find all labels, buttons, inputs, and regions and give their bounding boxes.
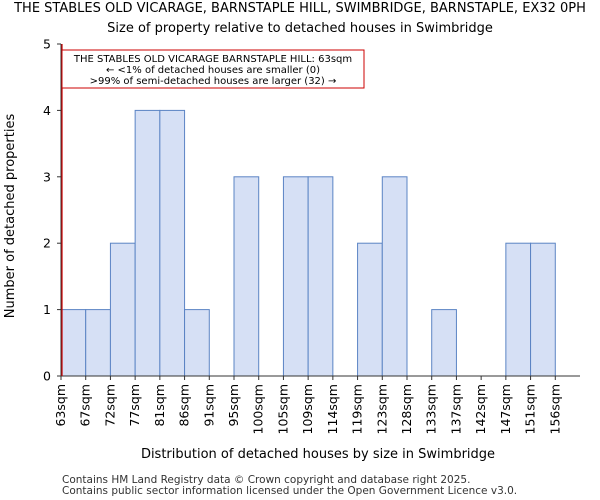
- x-tick-label: 67sqm: [78, 384, 93, 427]
- annotation-line-3: >99% of semi-detached houses are larger …: [90, 76, 337, 87]
- x-tick-label: 109sqm: [300, 384, 315, 434]
- bar-72sqm: [109, 242, 136, 377]
- x-tick-label: 119sqm: [350, 384, 365, 434]
- annotation-box: THE STABLES OLD VICARAGE BARNSTAPLE HILL…: [61, 49, 365, 89]
- x-tick-label: 81sqm: [152, 384, 167, 427]
- bar-133sqm: [431, 309, 457, 377]
- x-tick-label: 128sqm: [399, 384, 414, 434]
- bar-151sqm: [530, 242, 556, 377]
- x-tick-label: 91sqm: [201, 384, 216, 427]
- bar-105sqm: [282, 176, 309, 377]
- x-tick-label: 123sqm: [374, 384, 389, 434]
- x-tick-label: 133sqm: [424, 384, 439, 434]
- bar-86sqm: [184, 309, 210, 377]
- chart-title: THE STABLES OLD VICARAGE, BARNSTAPLE HIL…: [13, 1, 586, 16]
- x-axis-label: Distribution of detached houses by size …: [141, 447, 495, 462]
- x-tick-label: 142sqm: [473, 384, 488, 434]
- y-axis: 0 1 2 3 4 5: [43, 37, 62, 384]
- x-tick-label: 151sqm: [523, 384, 538, 434]
- x-tick-label: 114sqm: [325, 384, 340, 434]
- bar-119sqm: [357, 242, 383, 377]
- chart-subtitle: Size of property relative to detached ho…: [107, 21, 493, 36]
- bar-95sqm: [233, 176, 260, 377]
- x-tick-label: 156sqm: [547, 384, 562, 434]
- bar-81sqm: [159, 109, 186, 377]
- y-tick-label: 2: [43, 236, 51, 251]
- x-tick-label: 86sqm: [177, 384, 192, 427]
- y-tick-label: 0: [43, 369, 51, 384]
- x-tick-label: 137sqm: [448, 384, 463, 434]
- x-tick-label: 95sqm: [226, 384, 241, 427]
- bar-63sqm: [60, 309, 87, 377]
- y-tick-label: 5: [43, 37, 51, 52]
- x-tick-label: 147sqm: [498, 384, 513, 434]
- footer-line-1: Contains HM Land Registry data © Crown c…: [62, 474, 470, 486]
- bars-group: [60, 109, 556, 377]
- x-tick-label: 77sqm: [127, 384, 142, 427]
- annotation-line-2: ← <1% of detached houses are smaller (0): [106, 65, 320, 76]
- bar-109sqm: [307, 176, 334, 377]
- bar-67sqm: [85, 309, 111, 377]
- x-tick-label: 72sqm: [102, 384, 117, 427]
- y-tick-label: 3: [43, 169, 51, 184]
- y-axis-label: Number of detached properties: [3, 114, 18, 319]
- x-tick-label: 100sqm: [251, 384, 266, 434]
- x-tick-label: 105sqm: [275, 384, 290, 434]
- annotation-line-1: THE STABLES OLD VICARAGE BARNSTAPLE HILL…: [73, 54, 352, 65]
- footer-line-2: Contains public sector information licen…: [62, 485, 517, 497]
- bar-77sqm: [134, 109, 161, 377]
- x-tick-label: 63sqm: [53, 384, 68, 427]
- bar-123sqm: [381, 176, 408, 377]
- y-tick-label: 1: [43, 302, 51, 317]
- x-axis: 63sqm 67sqm 72sqm 77sqm 81sqm 86sqm 91sqm 95sqm…: [53, 375, 580, 434]
- y-tick-label: 4: [43, 103, 51, 118]
- bar-147sqm: [505, 242, 532, 377]
